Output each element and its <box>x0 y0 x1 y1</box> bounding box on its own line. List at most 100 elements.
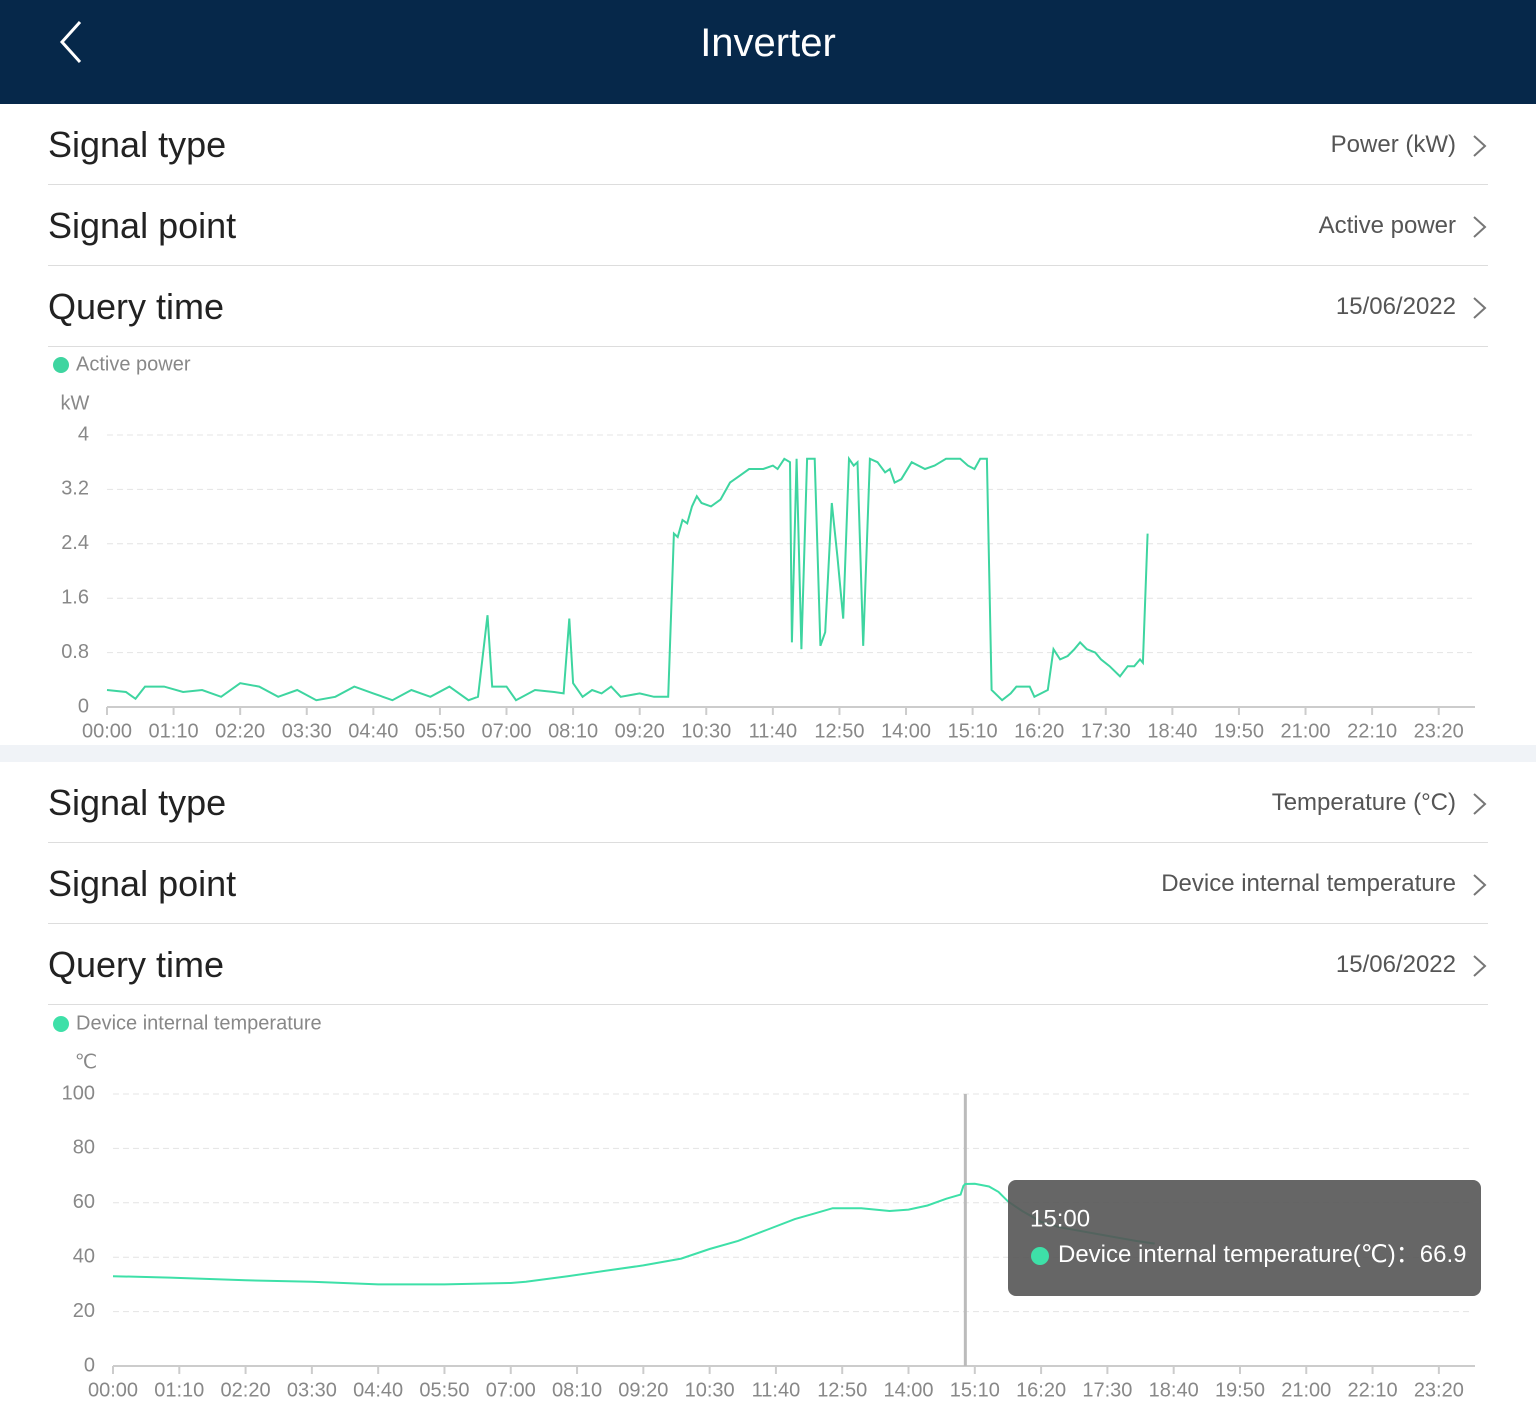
x-tick-label: 04:40 <box>353 1379 403 1401</box>
chevron <box>1473 135 1487 157</box>
x-tick-label: 08:10 <box>552 1379 602 1401</box>
x-tick-label: 09:20 <box>618 1379 668 1401</box>
y-tick-label: 1.6 <box>61 586 89 608</box>
tooltip-title: 15:00 <box>1030 1205 1090 1232</box>
row-label: Signal point <box>48 863 237 904</box>
x-tick-label: 05:50 <box>415 720 465 742</box>
back-button[interactable] <box>56 20 86 64</box>
x-tick-label: 15:10 <box>950 1379 1000 1401</box>
legend-marker <box>53 357 69 373</box>
x-tick-label: 19:50 <box>1215 1379 1265 1401</box>
legend-marker <box>53 1016 69 1032</box>
chevron <box>1473 874 1487 896</box>
x-tick-label: 14:00 <box>881 720 931 742</box>
row-value: 15/06/2022 <box>1335 293 1456 320</box>
y-tick-label: 3.2 <box>61 478 89 500</box>
chevron <box>1473 297 1487 319</box>
x-tick-label: 02:20 <box>221 1379 271 1401</box>
row-label: Signal type <box>48 782 227 823</box>
legend-label: Active power <box>76 353 191 375</box>
x-tick-label: 12:50 <box>814 720 864 742</box>
y-tick-label: 100 <box>62 1082 95 1104</box>
setting-row[interactable]: Signal point Device internal temperature <box>48 843 1488 924</box>
divider <box>0 745 1536 762</box>
setting-row[interactable]: Query time 15/06/2022 <box>48 266 1488 347</box>
row-value: Device internal temperature <box>1161 870 1456 897</box>
row-label: Query time <box>48 286 225 327</box>
setting-row[interactable]: Query time 15/06/2022 <box>48 924 1488 1005</box>
tooltip <box>1008 1180 1481 1296</box>
x-tick-label: 07:00 <box>481 720 531 742</box>
x-tick-label: 05:50 <box>419 1379 469 1401</box>
row-label: Signal type <box>48 124 227 165</box>
data-line <box>112 1182 1155 1286</box>
row-label: Signal point <box>48 205 237 246</box>
x-tick-label: 18:40 <box>1147 720 1197 742</box>
x-tick-label: 14:00 <box>883 1379 933 1401</box>
section: Signal type Temperature (°C) Signal point D… <box>0 762 1536 1005</box>
x-tick-label: 22:10 <box>1348 1379 1398 1401</box>
x-tick-label: 11:40 <box>752 1379 801 1401</box>
chevron <box>1473 955 1487 977</box>
setting-row[interactable]: Signal type Power (kW) <box>48 104 1488 185</box>
x-tick-label: 21:00 <box>1281 720 1331 742</box>
tooltip-value: 66.9 <box>1420 1241 1467 1268</box>
chart: Device internal temperature ℃ 0 20 40 60 80 100… <box>53 1012 1481 1401</box>
y-tick-label: 4 <box>78 423 89 445</box>
setting-row[interactable]: Signal point Active power <box>48 185 1488 266</box>
y-tick-label: 40 <box>73 1245 95 1267</box>
x-tick-label: 03:30 <box>287 1379 337 1401</box>
x-tick-label: 23:20 <box>1414 1379 1464 1401</box>
y-tick-label: 0.8 <box>61 641 89 663</box>
x-tick-label: 12:50 <box>817 1379 867 1401</box>
x-tick-label: 11:40 <box>749 720 798 742</box>
x-tick-label: 21:00 <box>1281 1379 1331 1401</box>
x-tick-label: 00:00 <box>88 1379 138 1401</box>
tooltip-marker <box>1031 1247 1049 1265</box>
x-tick-label: 03:30 <box>282 720 332 742</box>
y-tick-label: 20 <box>73 1300 95 1322</box>
x-tick-label: 17:30 <box>1082 1379 1132 1401</box>
x-tick-label: 16:20 <box>1014 720 1064 742</box>
setting-row[interactable]: Signal type Temperature (°C) <box>48 762 1488 843</box>
x-tick-label: 01:10 <box>154 1379 204 1401</box>
x-tick-label: 10:30 <box>685 1379 735 1401</box>
data-line <box>106 455 1149 702</box>
x-tick-label: 15:10 <box>948 720 998 742</box>
x-tick-label: 18:40 <box>1149 1379 1199 1401</box>
legend-label: Device internal temperature <box>76 1012 322 1034</box>
row-label: Query time <box>48 944 225 985</box>
x-tick-label: 04:40 <box>348 720 398 742</box>
x-tick-label: 00:00 <box>82 720 132 742</box>
x-tick-label: 10:30 <box>681 720 731 742</box>
chevron <box>1473 793 1487 815</box>
y-axis-unit: ℃ <box>75 1051 97 1073</box>
y-tick-label: 80 <box>73 1137 95 1159</box>
x-tick-label: 01:10 <box>149 720 199 742</box>
chevron <box>1473 216 1487 238</box>
header: Inverter <box>0 0 1536 104</box>
y-tick-label: 2.4 <box>61 532 89 554</box>
x-tick-label: 08:10 <box>548 720 598 742</box>
x-tick-label: 22:10 <box>1347 720 1397 742</box>
row-value: 15/06/2022 <box>1335 951 1456 978</box>
x-tick-label: 09:20 <box>615 720 665 742</box>
x-tick-label: 07:00 <box>486 1379 536 1401</box>
row-value: Temperature (°C) <box>1271 789 1456 816</box>
section: Signal type Power (kW) Signal point Active … <box>0 104 1536 347</box>
x-tick-label: 23:20 <box>1414 720 1464 742</box>
y-tick-label: 0 <box>84 1354 95 1376</box>
tooltip-text: Device internal temperature(℃)：66.9 <box>1058 1241 1466 1268</box>
y-tick-label: 0 <box>78 695 89 717</box>
y-tick-label: 60 <box>73 1191 95 1213</box>
chart: Active power kW 0 0.8 1.6 2.4 3.2 4 00:00 01:10 02… <box>53 353 1475 742</box>
row-value: Power (kW) <box>1330 131 1456 158</box>
row-value: Active power <box>1318 212 1456 239</box>
x-tick-label: 16:20 <box>1016 1379 1066 1401</box>
x-tick-label: 02:20 <box>215 720 265 742</box>
header-title: Inverter <box>700 21 836 65</box>
x-tick-label: 17:30 <box>1081 720 1131 742</box>
x-tick-label: 19:50 <box>1214 720 1264 742</box>
y-axis-unit: kW <box>61 392 90 414</box>
